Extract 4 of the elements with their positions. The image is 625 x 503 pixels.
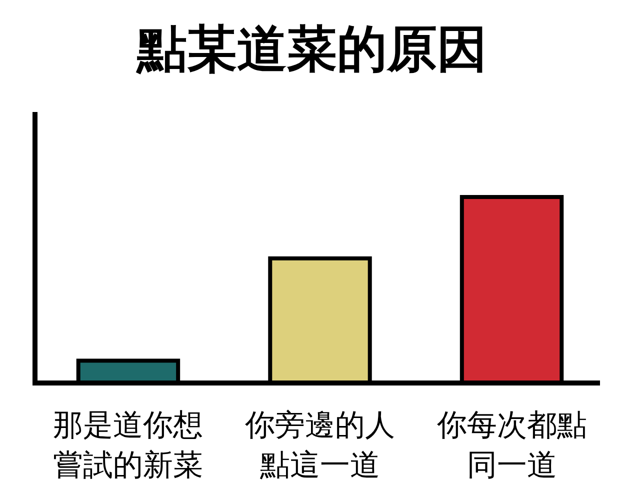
x-tick-label: 那是道你想嘗試的新菜 [53,408,204,483]
x-tick-label: 你每次都點同一道 [436,408,587,483]
chart-title: 點某道菜的原因 [135,20,487,78]
x-tick-label: 你旁邊的人點這一道 [244,408,395,483]
